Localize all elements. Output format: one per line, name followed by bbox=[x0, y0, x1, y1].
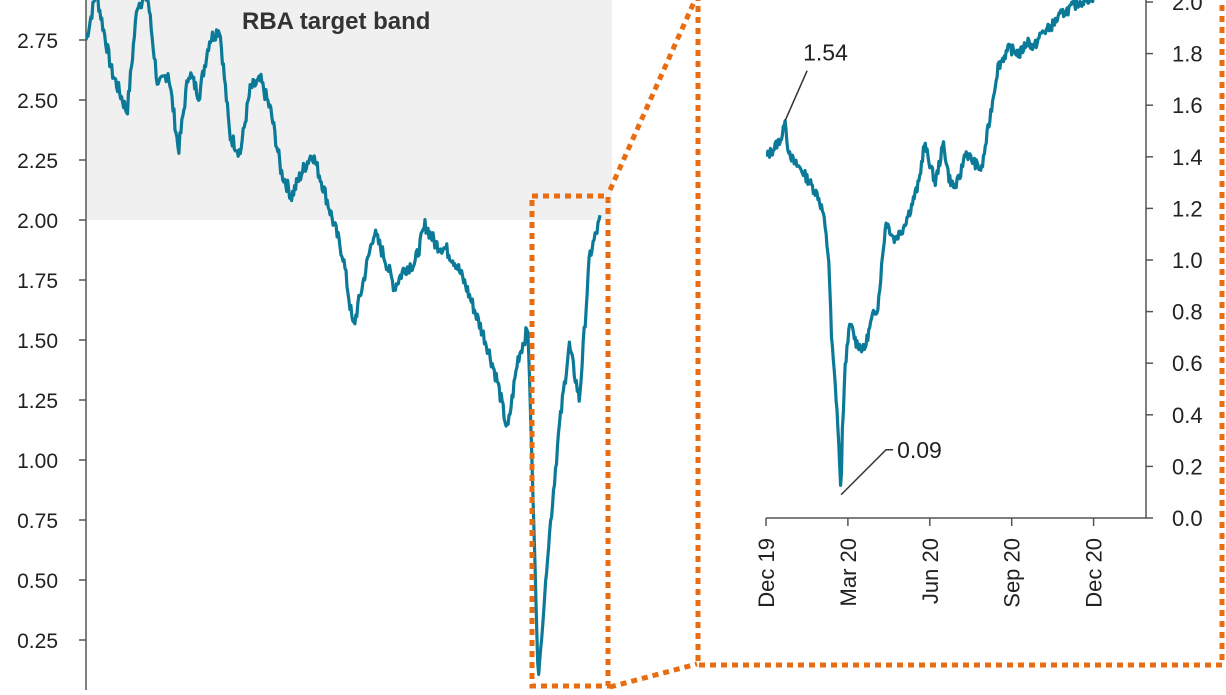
annotation-label: 1.54 bbox=[803, 40, 848, 66]
inset-y-tick-label: 0.8 bbox=[1172, 300, 1203, 325]
main-y-tick-label: 1.00 bbox=[17, 450, 58, 473]
main-panel: RBA target band 0.25 0.50 0.75 1.00 1.25 1.50… bbox=[17, 0, 612, 690]
inset-panel: 0.0 0.2 0.4 0.6 0.8 1.0 1.2 1.4 1.6 1.8 2.0 Dec 19… bbox=[695, 0, 1225, 668]
inset-y-tick-label: 0.2 bbox=[1172, 454, 1203, 479]
inset-y-tick-label: 1.0 bbox=[1172, 248, 1203, 273]
inset-y-axis-ticks: 0.0 0.2 0.4 0.6 0.8 1.0 1.2 1.4 1.6 1.8 2.0 bbox=[1146, 0, 1203, 531]
inset-x-axis-ticks: Dec 19 Mar 20 Jun 20 Sep 20 Dec 20 bbox=[754, 518, 1107, 608]
main-y-tick-label: 2.75 bbox=[17, 30, 58, 53]
inset-y-tick-label: 1.8 bbox=[1172, 42, 1203, 67]
inset-y-tick-label: 1.4 bbox=[1172, 145, 1203, 170]
main-y-tick-label: 1.50 bbox=[17, 330, 58, 353]
main-y-tick-label: 0.25 bbox=[17, 630, 58, 653]
main-y-axis-ticks: 0.25 0.50 0.75 1.00 1.25 1.50 1.75 2.00 2.25 2.50… bbox=[17, 30, 86, 653]
annotation-label: 0.09 bbox=[897, 437, 942, 463]
annotation-leader bbox=[840, 449, 894, 496]
inset-y-tick-label: 0.4 bbox=[1172, 403, 1203, 428]
inset-y-tick-label: 0.0 bbox=[1172, 506, 1203, 531]
main-y-tick-label: 2.25 bbox=[17, 150, 58, 173]
inset-annotations: 1.54 0.09 bbox=[784, 40, 942, 496]
main-y-tick-label: 2.50 bbox=[17, 90, 58, 113]
inset-series-line bbox=[766, 0, 1095, 487]
band-label: RBA target band bbox=[242, 8, 430, 35]
inset-x-tick-label: Sep 20 bbox=[1000, 538, 1025, 608]
main-y-tick-label: 2.00 bbox=[17, 210, 58, 233]
inset-x-tick-label: Dec 19 bbox=[754, 538, 779, 608]
main-y-tick-label: 0.50 bbox=[17, 570, 58, 593]
main-y-tick-label: 0.75 bbox=[17, 510, 58, 533]
inset-frame bbox=[695, 0, 1225, 668]
inset-x-tick-label: Jun 20 bbox=[918, 538, 943, 604]
main-y-tick-label: 1.75 bbox=[17, 270, 58, 293]
connector-line-bottom bbox=[609, 661, 698, 690]
inset-x-tick-label: Mar 20 bbox=[836, 538, 861, 606]
main-series-line bbox=[86, 0, 602, 676]
connector-line-top bbox=[607, 0, 698, 192]
inset-x-tick-label: Dec 20 bbox=[1082, 538, 1107, 608]
inset-y-tick-label: 0.6 bbox=[1172, 351, 1203, 376]
inset-y-tick-label: 1.2 bbox=[1172, 196, 1203, 221]
annotation-leader bbox=[784, 70, 808, 121]
highlight-box bbox=[529, 193, 611, 689]
inset-y-tick-label: 2.0 bbox=[1172, 0, 1203, 15]
inset-y-tick-label: 1.6 bbox=[1172, 93, 1203, 118]
main-y-tick-label: 1.25 bbox=[17, 390, 58, 413]
